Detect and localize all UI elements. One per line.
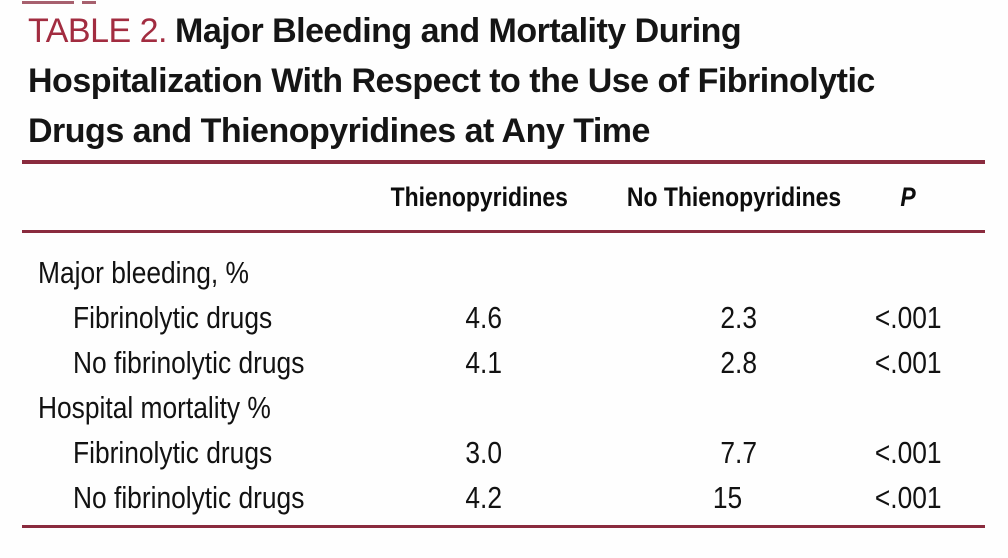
table-top-rule [22,160,985,164]
row-label-cell: Hospital mortality % [38,389,271,425]
caption-text: Major Bleeding and Mortality During [175,12,742,50]
no-thieno-value-cell: 7.7 [719,434,757,470]
header-p-value: P [900,181,916,212]
p-value-cell: <.001 [874,299,942,335]
table-row-mortality-fibrinolytic: Fibrinolytic drugs 3.0 7.7 <.001 [22,430,985,475]
table-row-major-bleeding-group: Major bleeding, % [22,250,985,295]
table-row-bleeding-no-fibrinolytic: No fibrinolytic drugs 4.1 2.8 <.001 [22,340,985,385]
thieno-value-cell: 4.6 [464,299,502,335]
header-thienopyridines: Thienopyridines [390,181,569,212]
table-header-row: Thienopyridines No Thienopyridines P [22,164,985,230]
row-label-cell: Major bleeding, % [38,254,249,290]
p-value-cell: <.001 [874,479,942,515]
p-value-cell: <.001 [874,434,942,470]
row-label-cell: Fibrinolytic drugs [73,434,273,470]
caption-line: Drugs and Thienopyridines at Any Time [28,112,650,150]
no-thieno-value-cell: 2.8 [719,344,757,380]
top-edge-artifact-line [82,1,96,4]
table-row-hospital-mortality-group: Hospital mortality % [22,385,985,430]
row-label-cell: No fibrinolytic drugs [73,344,305,380]
caption-line: TABLE 2. Major Bleeding and Mortality Dur… [28,6,996,56]
header-no-thienopyridines: No Thienopyridines [627,181,842,212]
table-row-bleeding-fibrinolytic: Fibrinolytic drugs 4.6 2.3 <.001 [22,295,985,340]
top-edge-artifact-line [22,1,74,4]
thieno-value-cell: 4.2 [464,479,502,515]
row-label-cell: No fibrinolytic drugs [73,479,305,515]
caption-line: Hospitalization With Respect to the Use … [28,62,875,100]
table-header-rule [22,230,985,233]
table-caption: TABLE 2. Major Bleeding and Mortality Dur… [28,6,996,156]
thieno-value-cell: 3.0 [464,434,502,470]
table-number-label: TABLE 2. [28,12,168,50]
no-thieno-value-cell: 15 [712,479,742,515]
no-thieno-value-cell: 2.3 [719,299,757,335]
table-bottom-rule [22,525,985,528]
table-body: Major bleeding, % Fibrinolytic drugs 4.6… [22,250,985,520]
p-value-cell: <.001 [874,344,942,380]
table-row-mortality-no-fibrinolytic: No fibrinolytic drugs 4.2 15 <.001 [22,475,985,520]
row-label-cell: Fibrinolytic drugs [73,299,273,335]
thieno-value-cell: 4.1 [464,344,502,380]
